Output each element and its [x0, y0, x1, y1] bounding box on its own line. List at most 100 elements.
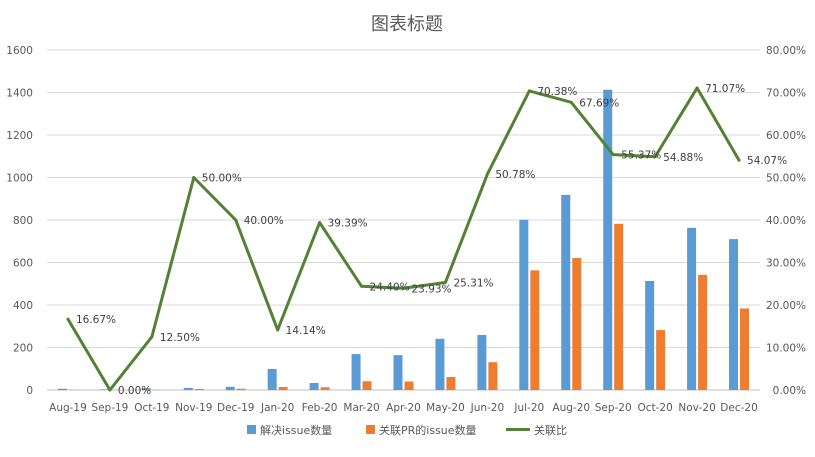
data-label: 50.00% — [202, 173, 242, 185]
data-label: 14.14% — [286, 325, 326, 337]
left-tick-label: 200 — [13, 343, 33, 355]
x-tick-label: Dec-19 — [217, 402, 254, 414]
bar — [394, 355, 403, 390]
line-point — [696, 86, 699, 89]
x-tick-label: Oct-20 — [637, 402, 672, 414]
bar — [561, 195, 570, 390]
bar — [237, 389, 246, 390]
x-tick-label: Apr-20 — [386, 402, 421, 414]
bar — [519, 220, 528, 390]
right-tick-label: 30.00% — [766, 258, 806, 270]
bar — [572, 258, 581, 390]
line-point — [234, 219, 237, 222]
line-series — [66, 86, 740, 391]
data-label: 50.78% — [495, 169, 535, 181]
line-point — [360, 285, 363, 288]
line-point — [528, 89, 531, 92]
x-tick-label: May-20 — [426, 402, 465, 414]
x-tick-label: Jul-20 — [513, 402, 544, 414]
data-label: 71.07% — [705, 83, 745, 95]
data-label: 39.39% — [328, 218, 368, 230]
bar — [310, 383, 319, 390]
data-label: 24.40% — [370, 281, 410, 293]
left-tick-label: 1000 — [6, 173, 33, 185]
x-tick-label: Oct-19 — [134, 402, 169, 414]
bar — [195, 389, 204, 390]
right-tick-label: 40.00% — [766, 215, 806, 227]
data-label: 23.93% — [412, 283, 452, 295]
bar — [184, 388, 193, 390]
x-tick-label: Nov-20 — [678, 402, 715, 414]
series-line — [68, 88, 739, 390]
data-label: 16.67% — [76, 314, 116, 326]
right-axis: 0.00% 10.00% 20.00% 30.00% 40.00% 50.00% 60.00… — [766, 45, 806, 397]
x-tick-label: Nov-19 — [175, 402, 212, 414]
line-data-labels: 16.67%0.00%12.50%50.00%40.00%14.14%39.39… — [76, 83, 787, 397]
bar — [603, 90, 612, 390]
left-tick-label: 800 — [13, 215, 33, 227]
right-tick-label: 20.00% — [766, 300, 806, 312]
right-tick-label: 0.00% — [773, 385, 806, 397]
data-label: 70.38% — [537, 86, 577, 98]
bar — [614, 224, 623, 390]
bar — [740, 308, 749, 390]
right-tick-label: 10.00% — [766, 343, 806, 355]
bar — [446, 377, 455, 390]
x-tick-label: Dec-20 — [720, 402, 757, 414]
line-point — [612, 153, 615, 156]
bar — [687, 228, 696, 390]
x-tick-label: Sep-19 — [91, 402, 128, 414]
bar — [698, 275, 707, 390]
bar — [405, 382, 414, 391]
bar — [279, 387, 288, 390]
right-tick-label: 50.00% — [766, 173, 806, 185]
bar — [729, 239, 738, 390]
data-label: 55.37% — [621, 150, 661, 162]
bar — [268, 369, 277, 390]
left-tick-label: 1400 — [6, 88, 33, 100]
bar — [100, 389, 109, 390]
line-point — [276, 328, 279, 331]
line-point — [66, 318, 69, 321]
left-tick-label: 400 — [13, 300, 33, 312]
right-tick-label: 60.00% — [766, 130, 806, 142]
bar — [226, 387, 235, 390]
left-tick-label: 0 — [26, 385, 33, 397]
bar — [530, 270, 539, 390]
left-axis: 0 200 400 600 800 1000 1200 1400 1600 — [6, 45, 33, 397]
bar — [321, 387, 330, 390]
bar — [645, 281, 654, 390]
right-tick-label: 80.00% — [766, 45, 806, 57]
legend-label: 解决issue数量 — [260, 423, 332, 437]
line-point — [108, 389, 111, 392]
data-label: 25.31% — [453, 277, 493, 289]
bar — [435, 339, 444, 390]
data-label: 0.00% — [118, 385, 151, 397]
left-tick-label: 600 — [13, 258, 33, 270]
line-point — [738, 159, 741, 162]
x-tick-label: Sep-20 — [595, 402, 632, 414]
left-tick-label: 1600 — [6, 45, 33, 57]
left-tick-label: 1200 — [6, 130, 33, 142]
line-point — [192, 176, 195, 179]
bar — [477, 335, 486, 390]
legend: 解决issue数量关联PR的issue数量关联比 — [247, 423, 567, 437]
x-tick-label: Jan-20 — [260, 402, 294, 414]
data-label: 67.69% — [579, 97, 619, 109]
legend-label: 关联PR的issue数量 — [379, 423, 477, 437]
x-tick-label: Jun-20 — [470, 402, 505, 414]
line-point — [486, 173, 489, 176]
bar — [488, 362, 497, 390]
data-label: 54.07% — [747, 155, 787, 167]
data-label: 12.50% — [160, 332, 200, 344]
bar — [58, 389, 67, 390]
line-point — [318, 221, 321, 224]
x-tick-label: Mar-20 — [343, 402, 379, 414]
line-point — [150, 335, 153, 338]
bar — [352, 354, 361, 390]
line-point — [570, 101, 573, 104]
legend-swatch — [366, 425, 375, 434]
